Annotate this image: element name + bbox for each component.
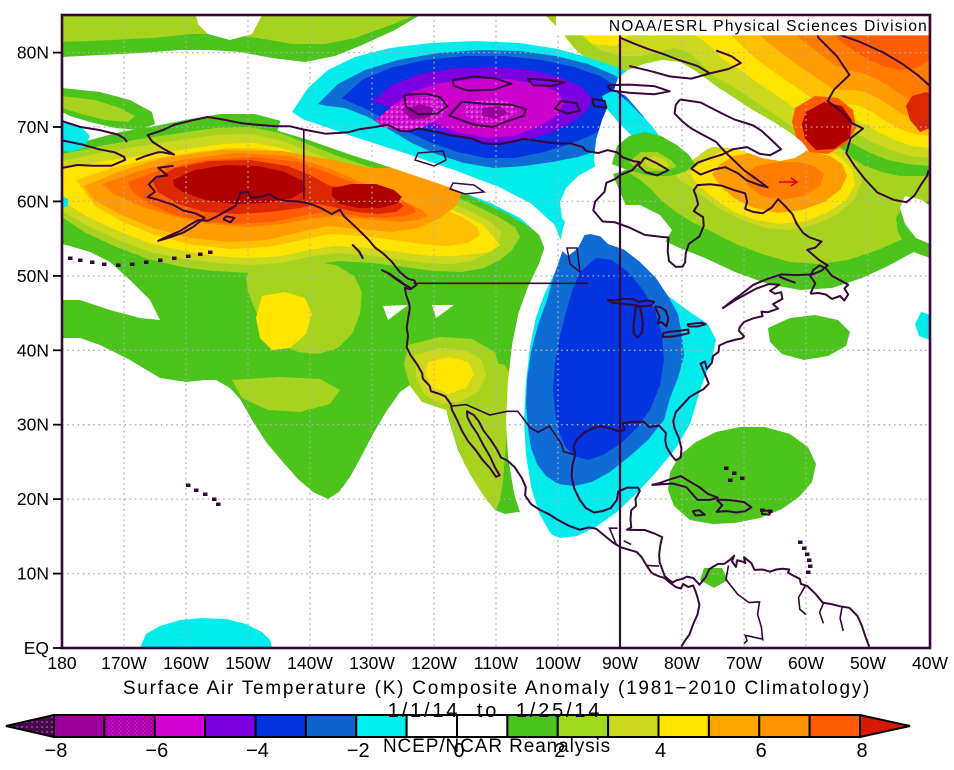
svg-text:−6: −6 bbox=[145, 740, 168, 762]
svg-text:−8: −8 bbox=[45, 740, 68, 762]
svg-text:150W: 150W bbox=[225, 653, 271, 673]
svg-text:100W: 100W bbox=[535, 653, 581, 673]
svg-text:1/1/14 to 1/25/14: 1/1/14 to 1/25/14 bbox=[388, 700, 602, 722]
svg-text:70W: 70W bbox=[726, 653, 762, 673]
svg-text:20N: 20N bbox=[17, 489, 49, 509]
svg-text:130W: 130W bbox=[349, 653, 395, 673]
svg-text:2: 2 bbox=[554, 740, 565, 762]
svg-text:140W: 140W bbox=[287, 653, 333, 673]
svg-text:110W: 110W bbox=[474, 653, 519, 673]
svg-text:Surface Air Temperature (K) Co: Surface Air Temperature (K) Composite An… bbox=[123, 678, 871, 699]
svg-text:170W: 170W bbox=[101, 653, 147, 673]
svg-text:60N: 60N bbox=[17, 191, 49, 211]
svg-text:70N: 70N bbox=[17, 117, 49, 137]
svg-text:4: 4 bbox=[655, 740, 666, 762]
svg-text:120W: 120W bbox=[411, 653, 457, 673]
svg-text:80W: 80W bbox=[664, 653, 700, 673]
svg-text:40N: 40N bbox=[17, 340, 49, 360]
svg-text:0: 0 bbox=[453, 740, 464, 762]
svg-text:−2: −2 bbox=[347, 740, 370, 762]
svg-text:EQ: EQ bbox=[24, 638, 49, 658]
svg-text:NCEP/NCAR Reanalysis: NCEP/NCAR Reanalysis bbox=[383, 736, 611, 757]
svg-text:6: 6 bbox=[756, 740, 767, 762]
svg-text:NOAA/ESRL Physical Sciences Di: NOAA/ESRL Physical Sciences Division bbox=[609, 18, 928, 35]
svg-text:−4: −4 bbox=[246, 740, 269, 762]
svg-text:160W: 160W bbox=[163, 653, 209, 673]
svg-text:8: 8 bbox=[856, 740, 867, 762]
svg-text:30N: 30N bbox=[17, 415, 49, 435]
svg-text:80N: 80N bbox=[17, 43, 49, 63]
svg-text:60W: 60W bbox=[788, 653, 824, 673]
svg-text:50N: 50N bbox=[17, 266, 49, 286]
svg-text:50W: 50W bbox=[850, 653, 886, 673]
svg-text:40W: 40W bbox=[912, 653, 948, 673]
svg-text:90W: 90W bbox=[602, 653, 638, 673]
svg-text:180: 180 bbox=[47, 653, 76, 673]
svg-text:10N: 10N bbox=[17, 564, 49, 584]
